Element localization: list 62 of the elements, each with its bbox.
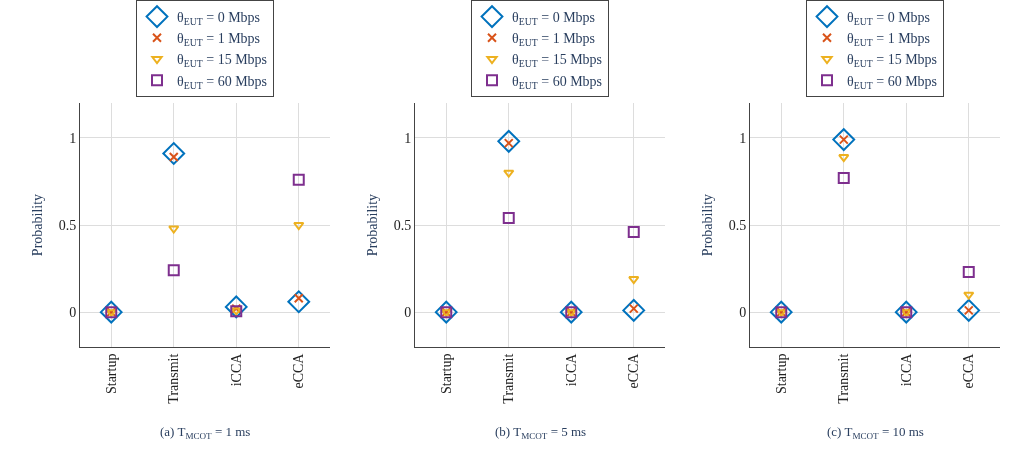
legend-label: θ$_{EUT}$ = 0 Mbps	[847, 10, 931, 27]
point	[894, 300, 918, 324]
y-tick-label: 0	[739, 305, 747, 321]
point	[99, 300, 123, 324]
y-tick-label: 0	[69, 305, 77, 321]
x-tick-label: Startup	[103, 353, 119, 395]
point	[769, 300, 793, 324]
legend-label: θ$_{EUT}$ = 60 Mbps	[847, 73, 938, 91]
x-tick-label: iCCA	[228, 352, 244, 387]
x-tick-label: eCCA	[961, 352, 977, 389]
x-tick-label: Transmit	[166, 353, 182, 404]
x-tick-label: Transmit	[501, 353, 517, 404]
point	[287, 290, 311, 314]
point	[434, 300, 458, 324]
y-tick-label: 0.5	[728, 217, 747, 233]
x-tick-label: eCCA	[291, 352, 307, 389]
text: (a) T$_{MCOT}$ = 1 ms	[160, 424, 251, 441]
point	[957, 299, 981, 322]
legend-label: θ$_{EUT}$ = 1 Mbps	[512, 31, 596, 49]
y-axis-title: Probability	[30, 193, 46, 257]
y-tick-label: 1	[404, 130, 412, 146]
y-tick-label: 0.5	[393, 217, 412, 233]
legend-label: θ$_{EUT}$ = 0 Mbps	[177, 10, 261, 27]
point	[224, 295, 248, 319]
y-tick-label: 0.5	[58, 217, 77, 233]
x-tick-label: eCCA	[626, 352, 642, 389]
text: (c) T$_{MCOT}$ = 10 ms	[827, 424, 924, 441]
legend-label: θ$_{EUT}$ = 15 Mbps	[177, 52, 268, 70]
legend-label: θ$_{EUT}$ = 1 Mbps	[177, 31, 261, 49]
y-tick-label: 1	[739, 130, 747, 146]
legend-label: θ$_{EUT}$ = 60 Mbps	[512, 73, 603, 91]
legend-label: θ$_{EUT}$ = 1 Mbps	[847, 31, 931, 49]
point	[962, 266, 975, 279]
point	[838, 154, 850, 163]
point	[627, 225, 640, 238]
x-tick-label: Startup	[773, 353, 789, 395]
x-tick-label: Startup	[438, 353, 454, 395]
point	[503, 169, 515, 178]
y-tick-label: 1	[69, 130, 77, 146]
point	[559, 300, 583, 324]
legend-label: θ$_{EUT}$ = 0 Mbps	[512, 10, 596, 27]
point	[168, 225, 180, 234]
legend-label: θ$_{EUT}$ = 15 Mbps	[847, 52, 938, 70]
point	[502, 212, 515, 225]
y-tick-label: 0	[404, 305, 412, 321]
x-tick-label: iCCA	[898, 352, 914, 387]
point	[832, 128, 856, 151]
point	[622, 299, 646, 322]
point	[167, 264, 180, 277]
point	[628, 276, 640, 285]
point	[963, 291, 975, 300]
y-axis-title: Probability	[700, 193, 716, 257]
legend-label: θ$_{EUT}$ = 15 Mbps	[512, 52, 603, 70]
point	[497, 129, 521, 153]
y-axis-title: Probability	[365, 193, 381, 257]
x-tick-label: Transmit	[836, 353, 852, 404]
legend-label: θ$_{EUT}$ = 60 Mbps	[177, 73, 268, 91]
text: (b) T$_{MCOT}$ = 5 ms	[495, 424, 587, 441]
point	[837, 171, 850, 184]
point	[292, 173, 305, 186]
point	[162, 142, 186, 165]
x-tick-label: iCCA	[563, 352, 579, 387]
